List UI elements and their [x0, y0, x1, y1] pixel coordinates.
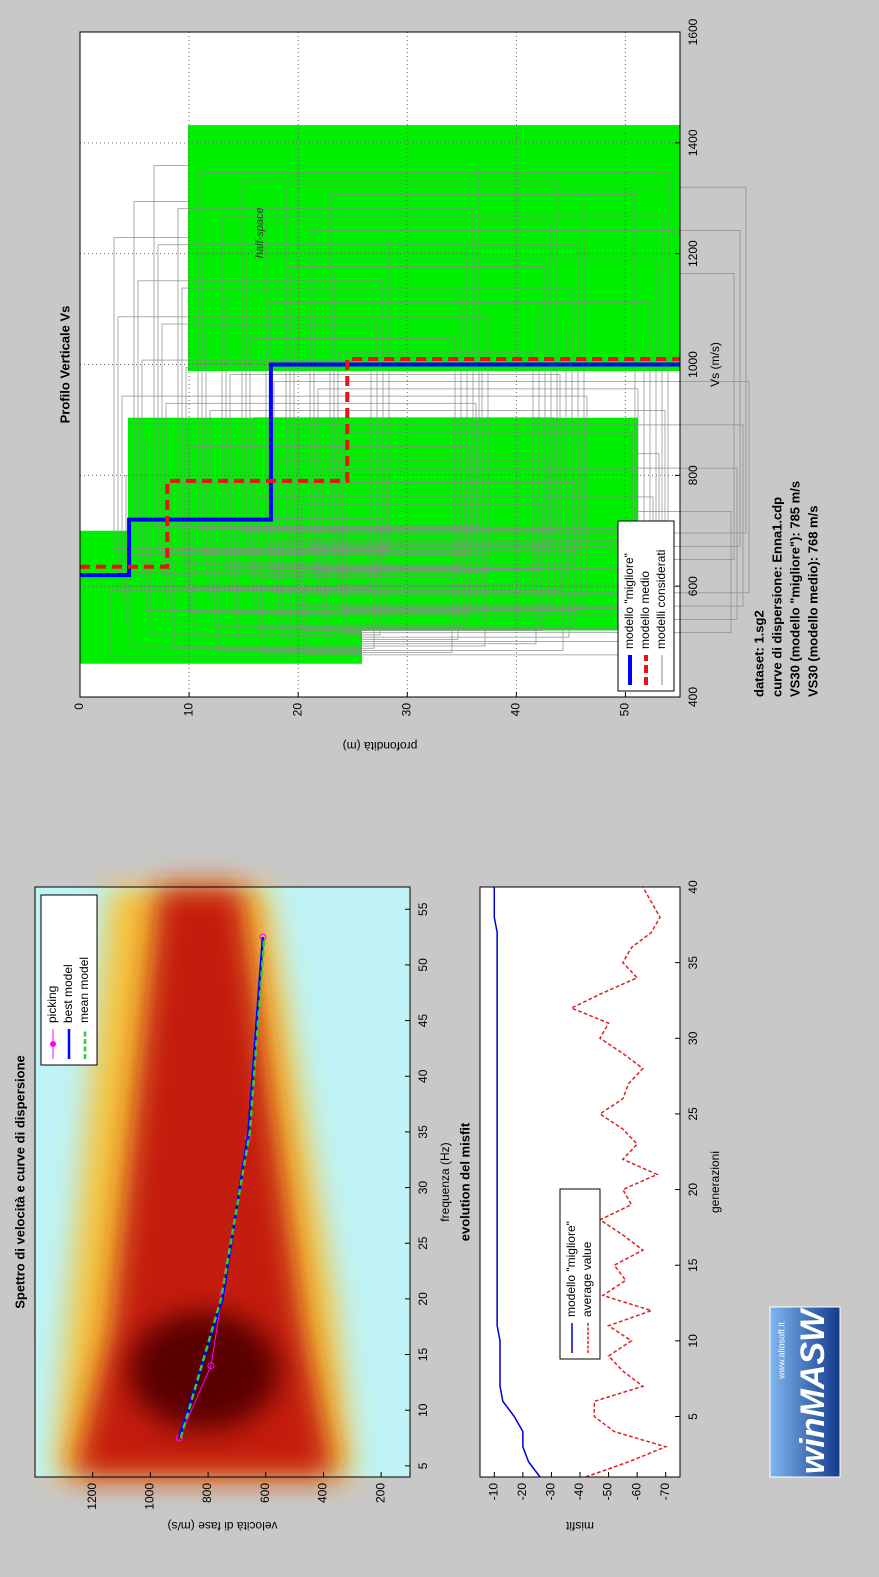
y-tick-label: 40: [509, 703, 523, 717]
y-tick-label: -60: [629, 1483, 643, 1501]
x-tick-label: 1600: [686, 18, 700, 45]
x-axis-label: frequenza (Hz): [438, 1142, 452, 1221]
plot-area: [480, 887, 680, 1477]
legend-label: average value: [580, 1241, 594, 1317]
spectrum-peak: [129, 1312, 279, 1430]
y-tick-label: 800: [200, 1483, 214, 1503]
x-tick-label: 55: [416, 902, 430, 916]
chart: 400 600 800 1000 1200 1400 1600 0 10 20 30 40 50 Prof…: [57, 18, 749, 752]
x-tick-label: 10: [686, 1334, 700, 1348]
legend-label: picking: [45, 986, 59, 1023]
x-tick-label: 400: [686, 687, 700, 707]
x-tick-label: 5: [416, 1462, 430, 1469]
x-tick-label: 1000: [686, 351, 700, 378]
info-line: curve di dispersione: Enna1.cdp: [769, 497, 784, 697]
x-tick-label: 30: [416, 1181, 430, 1195]
y-tick-label: 200: [373, 1483, 387, 1503]
x-tick-label: 25: [416, 1236, 430, 1250]
chart-title: evolution del misfit: [457, 1122, 472, 1241]
x-axis-label: Vs (m/s): [708, 342, 722, 387]
x-axis-label: generazioni: [708, 1151, 722, 1213]
info-line: VS30 (modello medio): 768 m/s: [805, 506, 820, 697]
x-tick-label: 800: [686, 465, 700, 485]
x-tick-label: 10: [416, 1403, 430, 1417]
y-axis-label: velocità di fase (m/s): [167, 1519, 277, 1533]
y-tick-label: -70: [658, 1483, 672, 1501]
y-tick-label: -30: [544, 1483, 558, 1501]
x-tick-label: 600: [686, 576, 700, 596]
y-tick-label: 1000: [143, 1483, 157, 1510]
legend-label: best model: [61, 964, 75, 1023]
annotation: half-space: [254, 207, 266, 258]
x-tick-label: 15: [686, 1258, 700, 1272]
legend-marker: [50, 1041, 56, 1047]
x-tick-label: 35: [416, 1125, 430, 1139]
y-tick-label: 400: [316, 1483, 330, 1503]
x-tick-label: 1200: [686, 240, 700, 267]
x-tick-label: 1400: [686, 129, 700, 156]
x-tick-label: 20: [686, 1183, 700, 1197]
x-tick-label: 5: [686, 1413, 700, 1420]
x-tick-label: 20: [416, 1292, 430, 1306]
x-tick-label: 40: [416, 1069, 430, 1083]
legend-label: modello "migliore": [622, 553, 636, 649]
logo-url: www.aliosoft.it: [776, 1322, 786, 1381]
y-tick-label: 1200: [85, 1483, 99, 1510]
y-tick-label: 20: [290, 703, 304, 717]
x-tick-label: 30: [686, 1031, 700, 1045]
y-tick-label: -10: [486, 1483, 500, 1501]
legend-label: modelli considerati: [654, 550, 668, 649]
y-tick-label: 50: [618, 703, 632, 717]
y-tick-label: -50: [601, 1483, 615, 1501]
info-line: dataset: 1.sg2: [751, 610, 766, 697]
y-axis-label: profondità (m): [343, 739, 418, 753]
y-tick-label: 10: [181, 703, 195, 717]
legend-label: modello medio: [638, 571, 652, 649]
chart-title: Profilo Verticale Vs: [57, 306, 72, 424]
info-line: VS30 (modello "migliore"): 785 m/s: [787, 481, 802, 697]
y-tick-label: 0: [72, 703, 86, 710]
y-tick-label: 600: [258, 1483, 272, 1503]
logo-name: winMASW: [794, 1307, 832, 1474]
logo: www.aliosoft.it winMASW: [770, 1307, 840, 1477]
x-tick-label: 35: [686, 956, 700, 970]
chart-title: Spettro di velocità e curve di dispersio…: [12, 1055, 27, 1309]
y-axis-label: misfit: [565, 1519, 594, 1533]
x-tick-label: 50: [416, 958, 430, 972]
x-tick-label: 15: [416, 1348, 430, 1362]
chart: 5 10 15 20 25 30 35 40 45 50 55 200 400 600 800 1000 120…: [12, 887, 452, 1533]
x-tick-label: 40: [686, 880, 700, 894]
y-tick-label: -40: [572, 1483, 586, 1501]
x-tick-label: 45: [416, 1014, 430, 1028]
legend-label: modello "migliore": [564, 1221, 578, 1317]
x-tick-label: 25: [686, 1107, 700, 1121]
legend-label: mean model: [77, 957, 91, 1023]
y-tick-label: -20: [515, 1483, 529, 1501]
figure: www.aliosoft.it winMASW dataset: 1.sg2cu…: [0, 0, 879, 1577]
y-tick-label: 30: [399, 703, 413, 717]
